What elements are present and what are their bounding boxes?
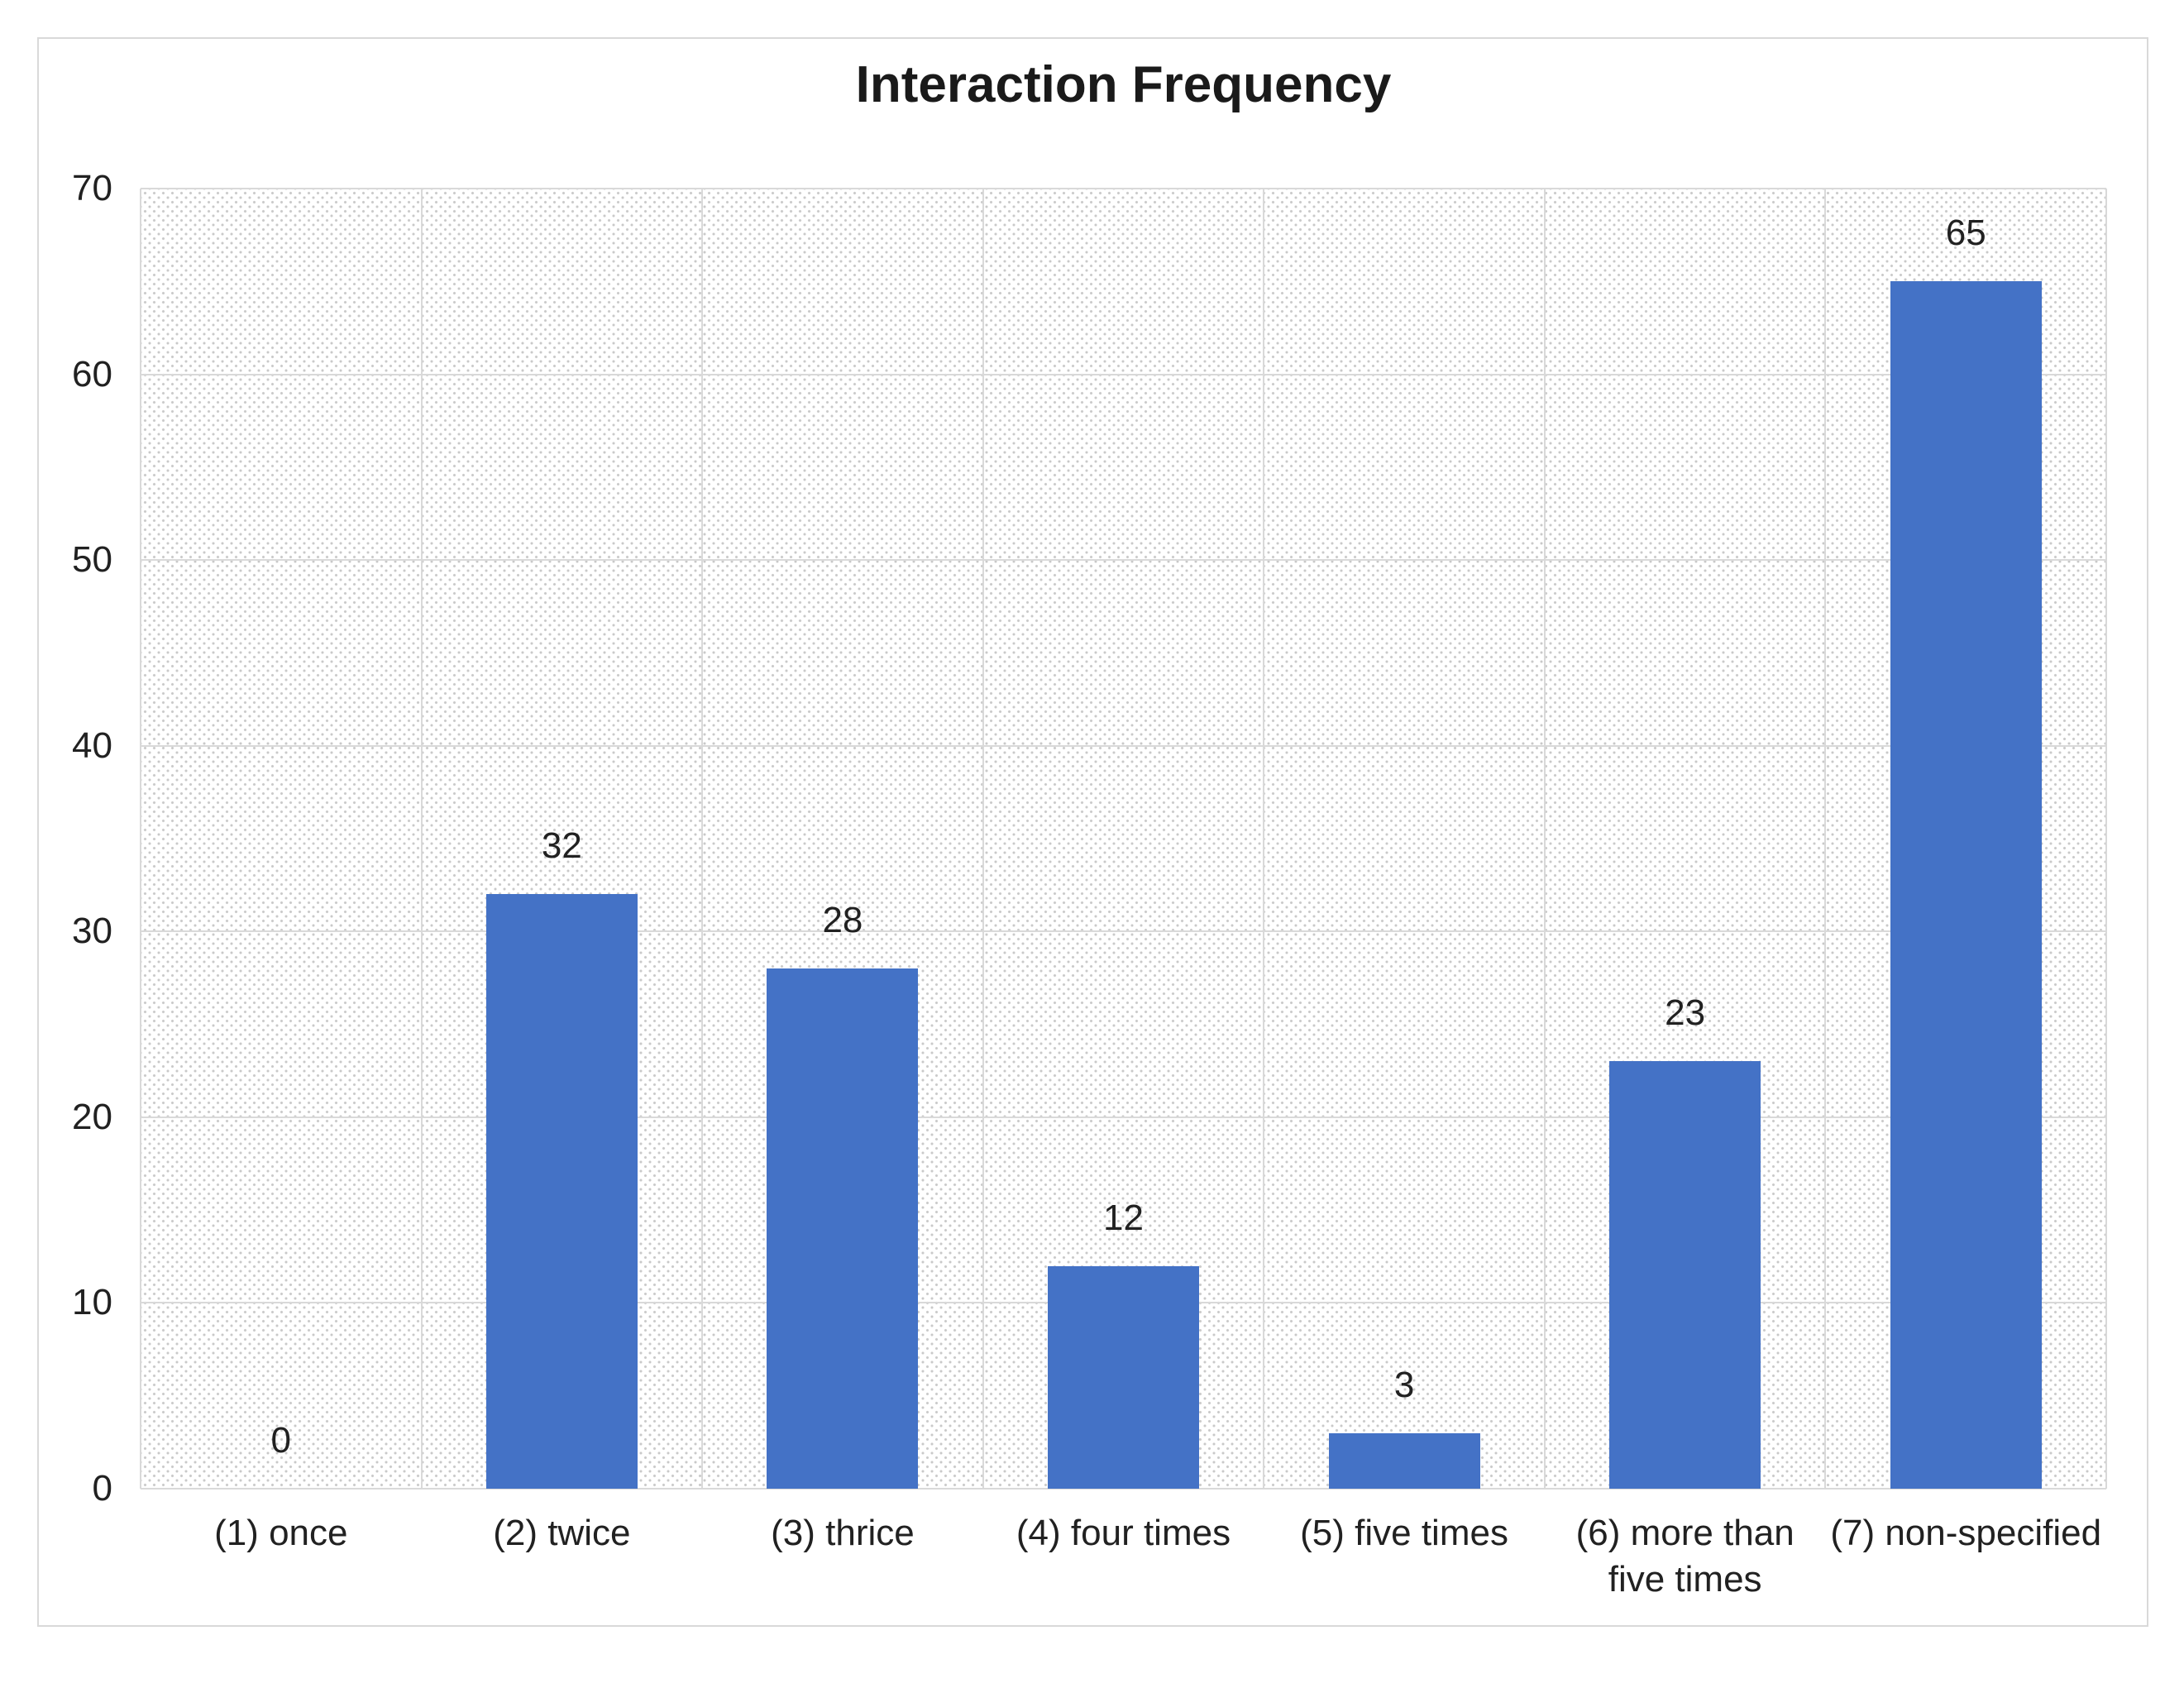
plot-area: 0 32 28 12 3 23 65 — [140, 188, 2107, 1490]
bar-value-label: 65 — [1945, 213, 1986, 254]
y-tick-label: 20 — [72, 1096, 112, 1137]
bar — [1328, 1432, 1480, 1489]
bar-value-label: 3 — [1393, 1364, 1415, 1405]
y-tick-label: 40 — [72, 724, 112, 766]
h-gridline — [141, 930, 2106, 933]
v-gridline — [420, 189, 423, 1489]
y-tick-label: 70 — [72, 168, 112, 208]
h-gridline — [141, 559, 2106, 562]
v-gridline — [140, 189, 141, 1489]
y-tick-label: 30 — [72, 911, 112, 952]
x-category-label: (1) once — [214, 1513, 348, 1553]
h-gridline — [141, 373, 2106, 375]
y-tick-label: 10 — [72, 1282, 112, 1323]
v-gridline — [2105, 189, 2107, 1489]
h-gridline — [141, 188, 2106, 189]
y-tick-label: 60 — [72, 353, 112, 395]
x-category-label: (4) four times — [1016, 1513, 1231, 1553]
v-gridline — [1824, 189, 1827, 1489]
x-category-label: (5) five times — [1300, 1513, 1508, 1553]
x-category-label: (7) non-specified — [1830, 1513, 2102, 1553]
bar-value-label: 0 — [270, 1420, 292, 1461]
bar-value-label: 12 — [1103, 1197, 1144, 1238]
bar-value-label: 32 — [541, 825, 582, 867]
bar — [485, 894, 638, 1489]
y-tick-label: 50 — [72, 539, 112, 581]
h-gridline — [141, 1488, 2106, 1490]
bar — [767, 968, 919, 1489]
chart-title: Interaction Frequency — [855, 56, 1392, 113]
bar — [1890, 281, 2042, 1489]
v-gridline — [1263, 189, 1265, 1489]
x-category-label: (2) twice — [493, 1513, 631, 1553]
h-gridline — [141, 1116, 2106, 1118]
bar — [1048, 1265, 1199, 1489]
x-category-label: (3) thrice — [771, 1513, 915, 1553]
y-tick-label: 0 — [92, 1468, 112, 1509]
v-gridline — [701, 189, 704, 1489]
bar — [1609, 1061, 1761, 1489]
v-gridline — [982, 189, 984, 1489]
x-category-label: (6) more than five times — [1575, 1513, 1795, 1600]
bar-value-label: 28 — [822, 900, 863, 941]
bar-value-label: 23 — [1665, 992, 1706, 1034]
v-gridline — [1543, 189, 1546, 1489]
h-gridline — [141, 744, 2106, 747]
